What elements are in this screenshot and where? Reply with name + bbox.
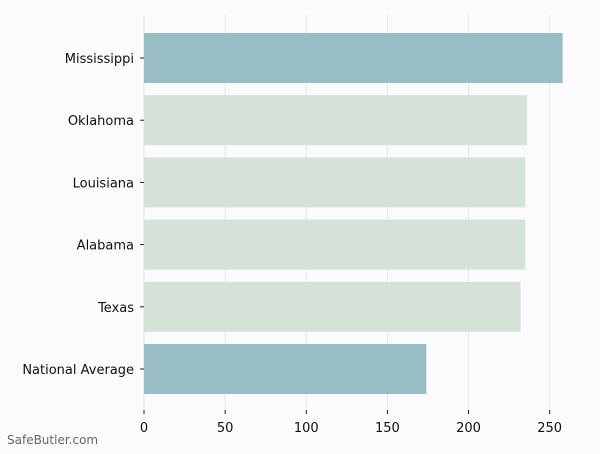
- y-category-label: National Average: [22, 363, 134, 378]
- x-tick-label: 0: [140, 421, 148, 436]
- x-tick-label: 50: [217, 421, 234, 436]
- y-axis-labels: Mississippi Oklahoma Louisiana Alabama Texas…: [22, 52, 144, 378]
- y-category-label: Oklahoma: [68, 114, 134, 129]
- bars: [144, 33, 563, 394]
- x-tick-label: 150: [375, 421, 400, 436]
- bar-national-average: [144, 344, 427, 394]
- bar-oklahoma: [144, 95, 527, 146]
- y-category-label: Alabama: [77, 239, 134, 254]
- watermark: SafeButler.com: [7, 433, 99, 447]
- x-tick-label: 250: [537, 421, 562, 436]
- x-axis-labels: 0 50 100 150 200 250: [140, 410, 562, 436]
- bar-texas: [144, 281, 521, 332]
- y-category-label: Mississippi: [65, 52, 134, 67]
- y-category-label: Louisiana: [73, 176, 134, 191]
- y-category-label: Texas: [97, 301, 134, 316]
- x-tick-label: 100: [294, 421, 319, 436]
- x-tick-label: 200: [456, 421, 481, 436]
- bar-mississippi: [144, 33, 563, 83]
- bar-alabama: [144, 219, 526, 270]
- bar-louisiana: [144, 157, 526, 208]
